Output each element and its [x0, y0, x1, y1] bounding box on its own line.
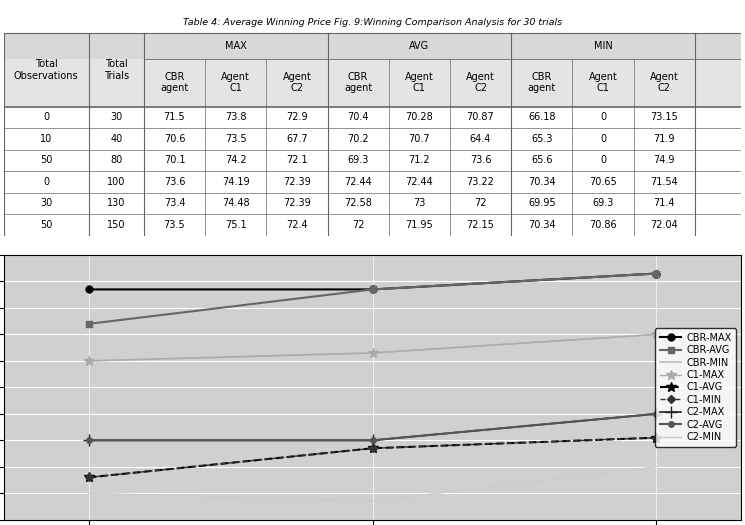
Text: 67.7: 67.7 — [286, 134, 308, 144]
Text: 74.9: 74.9 — [653, 155, 675, 165]
Text: 70.28: 70.28 — [405, 112, 433, 122]
Text: 75.1: 75.1 — [225, 220, 247, 230]
Text: 72.9: 72.9 — [286, 112, 308, 122]
Text: 69.3: 69.3 — [592, 198, 614, 208]
Bar — [4, 171, 741, 193]
Text: Agent
C1: Agent C1 — [589, 72, 618, 93]
Text: 72.15: 72.15 — [466, 220, 495, 230]
Text: 0: 0 — [600, 112, 606, 122]
Text: Total
Trials: Total Trials — [104, 59, 129, 81]
Text: 0: 0 — [43, 112, 49, 122]
Text: Agent
C1: Agent C1 — [221, 72, 250, 93]
Text: 70.87: 70.87 — [466, 112, 495, 122]
Text: 74.19: 74.19 — [222, 177, 250, 187]
Text: CBR
agent: CBR agent — [344, 72, 372, 93]
Bar — [4, 107, 741, 128]
Text: 69.95: 69.95 — [528, 198, 556, 208]
Bar — [4, 150, 741, 171]
Text: 71.5: 71.5 — [164, 112, 186, 122]
Text: 70.4: 70.4 — [347, 112, 369, 122]
Text: CBR
agent: CBR agent — [527, 72, 556, 93]
Text: 70.86: 70.86 — [589, 220, 617, 230]
Text: Agent
C2: Agent C2 — [650, 72, 679, 93]
Text: Table 4: Average Winning Price Fig. 9:Winning Comparison Analysis for 30 trials: Table 4: Average Winning Price Fig. 9:Wi… — [183, 18, 562, 27]
Text: MAX: MAX — [225, 41, 247, 51]
Text: 73.22: 73.22 — [466, 177, 495, 187]
Text: 72.4: 72.4 — [286, 220, 308, 230]
Text: 72.04: 72.04 — [650, 220, 678, 230]
Text: 70.65: 70.65 — [589, 177, 617, 187]
Text: 73.6: 73.6 — [470, 155, 491, 165]
Text: 10: 10 — [40, 134, 52, 144]
Text: 73.5: 73.5 — [164, 220, 186, 230]
Text: Agent
C2: Agent C2 — [466, 72, 495, 93]
Bar — [4, 59, 741, 107]
Legend: CBR-MAX, CBR-AVG, CBR-MIN, C1-MAX, C1-AVG, C1-MIN, C2-MAX, C2-AVG, C2-MIN: CBR-MAX, CBR-AVG, CBR-MIN, C1-MAX, C1-AV… — [655, 328, 736, 447]
Text: 71.4: 71.4 — [653, 198, 675, 208]
Text: 72: 72 — [475, 198, 486, 208]
Text: 70.1: 70.1 — [164, 155, 186, 165]
Text: 70.7: 70.7 — [408, 134, 430, 144]
Text: CBR
agent: CBR agent — [160, 72, 188, 93]
Text: 70.34: 70.34 — [528, 177, 556, 187]
Bar — [4, 193, 741, 214]
Text: 80: 80 — [110, 155, 122, 165]
Text: 74.2: 74.2 — [225, 155, 247, 165]
Text: MIN: MIN — [594, 41, 612, 51]
Text: 73.4: 73.4 — [164, 198, 186, 208]
Text: 73.5: 73.5 — [225, 134, 247, 144]
Text: 72.58: 72.58 — [344, 198, 372, 208]
Text: 71.2: 71.2 — [408, 155, 430, 165]
Text: 30: 30 — [110, 112, 122, 122]
Text: 70.6: 70.6 — [164, 134, 186, 144]
Text: 71.9: 71.9 — [653, 134, 675, 144]
Text: 64.4: 64.4 — [470, 134, 491, 144]
Text: Agent
C2: Agent C2 — [282, 72, 311, 93]
Text: 40: 40 — [110, 134, 122, 144]
Text: AVG: AVG — [409, 41, 429, 51]
Bar — [4, 214, 741, 236]
Text: 66.18: 66.18 — [528, 112, 556, 122]
Text: 73.8: 73.8 — [225, 112, 247, 122]
Text: Total
Observations: Total Observations — [14, 59, 78, 81]
Text: 72.1: 72.1 — [286, 155, 308, 165]
Text: 71.54: 71.54 — [650, 177, 678, 187]
Text: 65.6: 65.6 — [531, 155, 553, 165]
Text: 30: 30 — [40, 198, 52, 208]
Text: 70.2: 70.2 — [347, 134, 369, 144]
Text: 72.39: 72.39 — [283, 177, 311, 187]
Text: 74.48: 74.48 — [222, 198, 250, 208]
Text: 69.3: 69.3 — [347, 155, 369, 165]
Text: 100: 100 — [107, 177, 125, 187]
Text: 130: 130 — [107, 198, 125, 208]
Text: 65.3: 65.3 — [531, 134, 553, 144]
Text: 73.6: 73.6 — [164, 177, 186, 187]
Text: Agent
C1: Agent C1 — [405, 72, 434, 93]
Bar — [4, 33, 741, 59]
Text: 0: 0 — [600, 134, 606, 144]
Bar — [4, 128, 741, 150]
Text: 72.44: 72.44 — [344, 177, 372, 187]
Text: 71.95: 71.95 — [405, 220, 433, 230]
Text: 0: 0 — [43, 177, 49, 187]
Text: 50: 50 — [40, 155, 52, 165]
Text: 73: 73 — [413, 198, 425, 208]
Text: 70.34: 70.34 — [528, 220, 556, 230]
Text: 0: 0 — [600, 155, 606, 165]
Text: 72.39: 72.39 — [283, 198, 311, 208]
Text: 72: 72 — [352, 220, 364, 230]
Text: 50: 50 — [40, 220, 52, 230]
Text: 150: 150 — [107, 220, 125, 230]
Text: 73.15: 73.15 — [650, 112, 678, 122]
Text: 72.44: 72.44 — [405, 177, 433, 187]
